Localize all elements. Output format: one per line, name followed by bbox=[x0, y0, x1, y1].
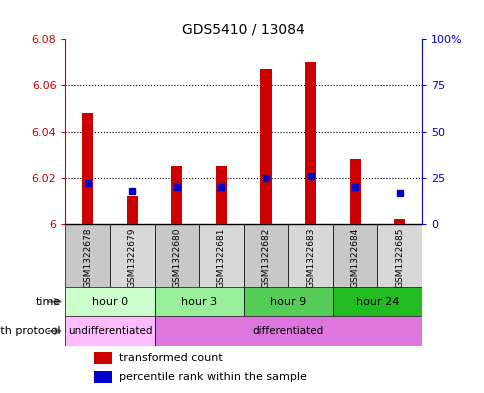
Text: GSM1322680: GSM1322680 bbox=[172, 227, 181, 288]
Bar bbox=[82, 113, 93, 224]
Bar bbox=[65, 224, 110, 287]
Bar bbox=[260, 69, 271, 224]
Bar bbox=[332, 224, 377, 287]
Text: GSM1322682: GSM1322682 bbox=[261, 227, 270, 288]
Text: growth protocol: growth protocol bbox=[0, 326, 60, 336]
Bar bbox=[65, 316, 154, 346]
Bar bbox=[332, 287, 421, 316]
Bar bbox=[154, 224, 199, 287]
Bar bbox=[199, 224, 243, 287]
Text: transformed count: transformed count bbox=[119, 353, 222, 363]
Text: differentiated: differentiated bbox=[252, 326, 323, 336]
Bar bbox=[110, 224, 154, 287]
Bar bbox=[126, 196, 137, 224]
Bar bbox=[215, 166, 227, 224]
Text: GSM1322678: GSM1322678 bbox=[83, 227, 92, 288]
Bar bbox=[171, 166, 182, 224]
Text: undifferentiated: undifferentiated bbox=[68, 326, 152, 336]
Bar bbox=[243, 224, 287, 287]
Text: time: time bbox=[35, 297, 60, 307]
Text: GSM1322685: GSM1322685 bbox=[394, 227, 403, 288]
Bar bbox=[287, 224, 332, 287]
Text: hour 24: hour 24 bbox=[355, 297, 398, 307]
Bar bbox=[243, 287, 332, 316]
Text: hour 9: hour 9 bbox=[270, 297, 306, 307]
Text: GSM1322684: GSM1322684 bbox=[350, 227, 359, 288]
Bar bbox=[94, 353, 112, 364]
Text: percentile rank within the sample: percentile rank within the sample bbox=[119, 372, 306, 382]
Bar bbox=[377, 224, 421, 287]
Text: GSM1322681: GSM1322681 bbox=[216, 227, 226, 288]
Text: hour 0: hour 0 bbox=[92, 297, 128, 307]
Bar bbox=[154, 287, 243, 316]
Text: GSM1322679: GSM1322679 bbox=[128, 227, 136, 288]
Bar bbox=[304, 62, 316, 224]
Bar bbox=[393, 219, 405, 224]
Text: GSM1322683: GSM1322683 bbox=[305, 227, 315, 288]
Bar bbox=[349, 160, 360, 224]
Bar bbox=[154, 316, 421, 346]
Bar bbox=[94, 371, 112, 383]
Bar bbox=[65, 287, 154, 316]
Title: GDS5410 / 13084: GDS5410 / 13084 bbox=[182, 23, 304, 37]
Text: hour 3: hour 3 bbox=[181, 297, 217, 307]
